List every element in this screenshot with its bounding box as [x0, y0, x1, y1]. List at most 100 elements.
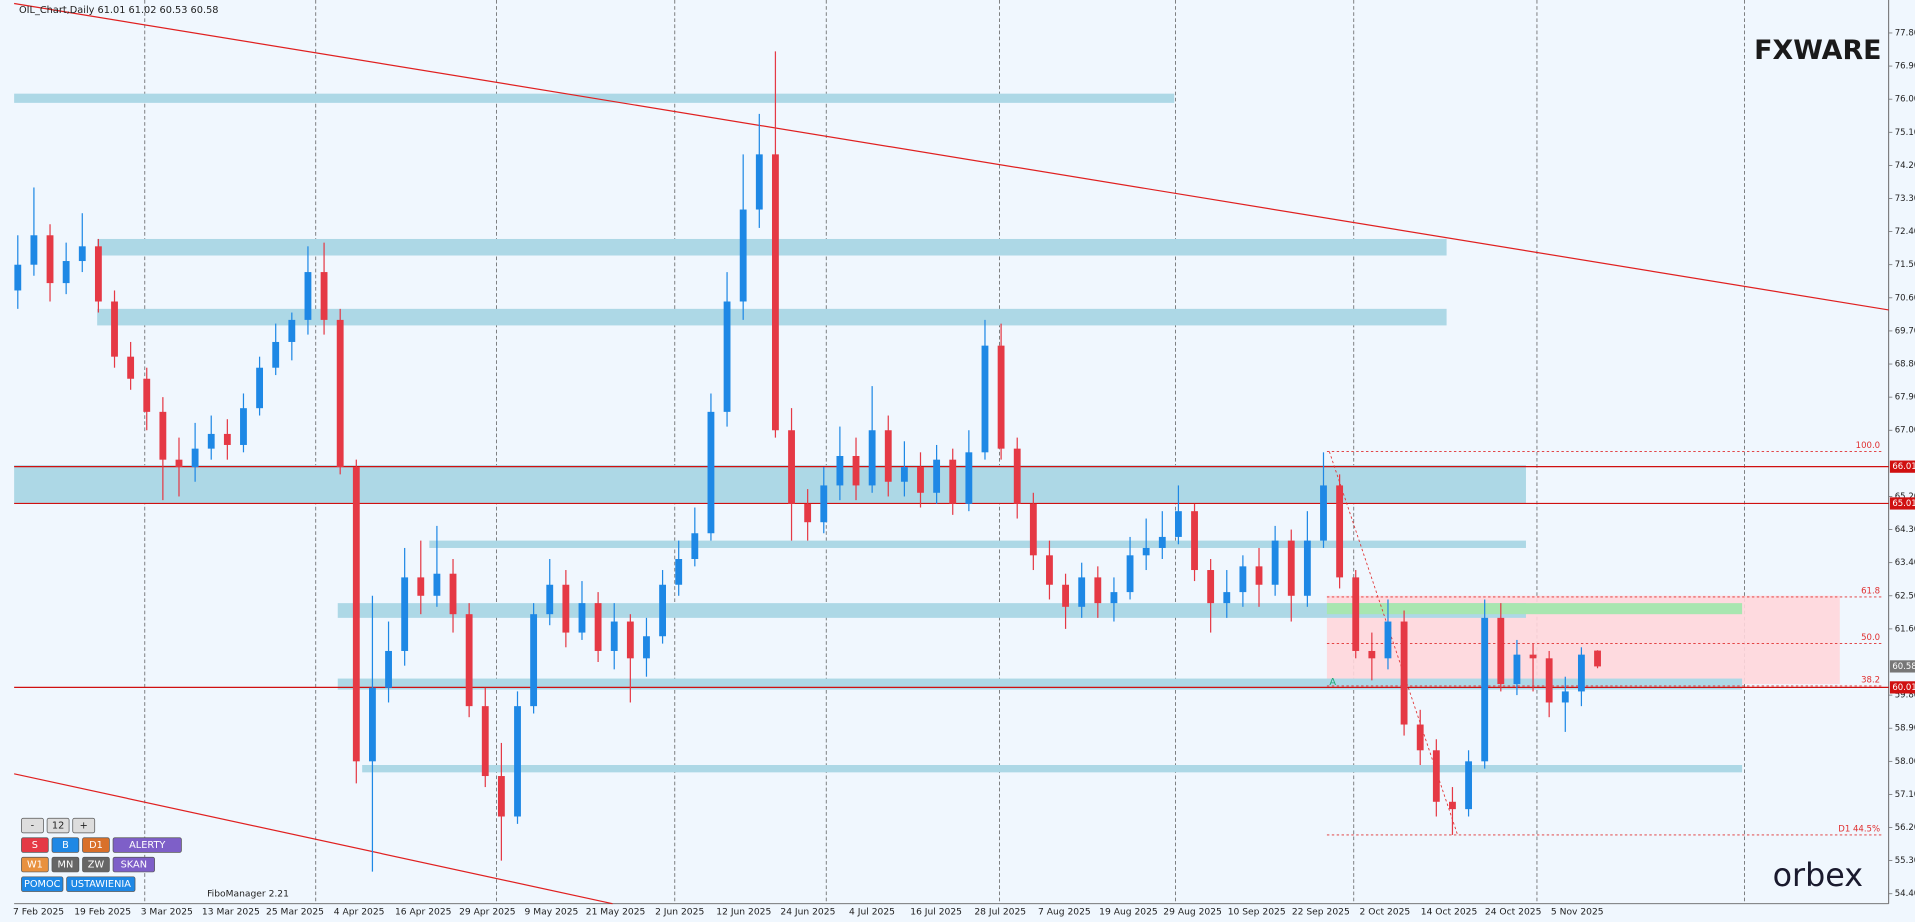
- x-tick-label: 29 Apr 2025: [459, 908, 516, 918]
- candle-body: [884, 430, 892, 482]
- y-tick-label: 67.90: [1895, 393, 1915, 403]
- x-tick-label: 10 Sep 2025: [1228, 908, 1286, 918]
- price-marker-label: 60.01: [1892, 683, 1915, 693]
- button-bg[interactable]: [21, 876, 64, 892]
- button-label[interactable]: SKAN: [121, 860, 147, 871]
- button[interactable]: -: [21, 817, 44, 834]
- candle-body: [143, 378, 151, 412]
- candle-body: [1320, 485, 1327, 541]
- y-tick-label: 61.60: [1895, 624, 1915, 634]
- candle-body: [949, 459, 957, 504]
- candle-body: [240, 408, 247, 445]
- candle-body: [1400, 621, 1408, 725]
- x-tick-label: 3 Mar 2025: [141, 908, 193, 918]
- candle-body: [626, 621, 634, 659]
- button[interactable]: SKAN: [112, 856, 155, 873]
- candle-body: [1416, 724, 1424, 751]
- candle-body: [594, 603, 602, 651]
- price-marker-label: 65.01: [1892, 499, 1915, 509]
- button-bg[interactable]: [21, 837, 49, 853]
- candle-body: [1223, 592, 1231, 604]
- button[interactable]: ALERTY: [112, 837, 182, 853]
- candle-body: [1577, 654, 1585, 692]
- candle-body: [1013, 448, 1021, 504]
- button[interactable]: B: [51, 837, 80, 853]
- button-label[interactable]: ALERTY: [129, 840, 165, 851]
- button[interactable]: USTAWIENIA: [66, 876, 136, 892]
- candle-body: [175, 459, 183, 468]
- button[interactable]: MN: [51, 856, 80, 873]
- button-bg[interactable]: [66, 876, 136, 892]
- candle-body: [46, 235, 54, 284]
- button-bg[interactable]: [112, 837, 182, 853]
- x-tick-label: 2 Oct 2025: [1360, 908, 1411, 918]
- sr-zone: [97, 308, 1447, 326]
- button-bg[interactable]: [51, 856, 80, 873]
- trendline: [13, 773, 613, 905]
- button-label[interactable]: ZW: [88, 860, 105, 871]
- x-tick-label: 12 Jun 2025: [716, 908, 771, 918]
- candle-body: [852, 455, 860, 486]
- candle-body: [1545, 658, 1553, 703]
- button[interactable]: 12: [46, 817, 70, 834]
- candle-body: [111, 301, 118, 357]
- candle-body: [1481, 617, 1489, 762]
- button-bg[interactable]: [46, 817, 70, 834]
- x-tick-label: 14 Oct 2025: [1421, 908, 1478, 918]
- candle-body: [643, 636, 650, 659]
- candle-body: [546, 584, 554, 615]
- button-label[interactable]: USTAWIENIA: [71, 879, 132, 890]
- candle-body: [804, 503, 812, 523]
- button[interactable]: POMOC: [21, 876, 64, 892]
- candle-body: [127, 356, 135, 379]
- candle-body: [691, 533, 699, 559]
- candle-body: [1594, 650, 1601, 667]
- candle-body: [739, 209, 747, 302]
- price-marker: [1889, 497, 1915, 510]
- button-label[interactable]: MN: [58, 860, 74, 871]
- button-bg[interactable]: [21, 817, 44, 834]
- candle-body: [1239, 566, 1247, 593]
- x-tick-label: 22 Sep 2025: [1292, 908, 1350, 918]
- button-label[interactable]: POMOC: [24, 879, 61, 890]
- x-tick-label: 21 May 2025: [586, 908, 646, 918]
- candle-body: [1271, 540, 1279, 585]
- button[interactable]: W1: [21, 856, 49, 873]
- button-bg[interactable]: [112, 856, 155, 873]
- button[interactable]: S: [21, 837, 49, 853]
- y-tick-label: 64.30: [1895, 525, 1915, 535]
- candle-body: [1062, 584, 1069, 607]
- button-label[interactable]: S: [32, 840, 38, 851]
- candle-body: [352, 467, 360, 762]
- button[interactable]: D1: [82, 837, 110, 853]
- y-tick-label: 76.00: [1895, 95, 1915, 105]
- candle-body: [917, 467, 924, 493]
- candle-body: [900, 467, 908, 482]
- y-tick-label: 73.30: [1895, 194, 1915, 204]
- candle-body: [30, 235, 38, 265]
- candle-body: [1449, 801, 1456, 810]
- button-bg[interactable]: [82, 837, 110, 853]
- button-bg[interactable]: [21, 856, 49, 873]
- button-label[interactable]: D1: [89, 840, 103, 851]
- button-label[interactable]: 12: [52, 821, 64, 832]
- sr-zone: [429, 540, 1526, 548]
- button-bg[interactable]: [82, 856, 110, 873]
- button[interactable]: +: [72, 817, 96, 834]
- button-label[interactable]: W1: [27, 860, 43, 871]
- candle-body: [530, 614, 538, 707]
- button-label[interactable]: -: [31, 821, 35, 832]
- button-bg[interactable]: [72, 817, 96, 834]
- button-bg[interactable]: [51, 837, 80, 853]
- candle-body: [497, 776, 505, 817]
- button-label[interactable]: B: [62, 840, 69, 851]
- price-marker-label: 66.01: [1892, 462, 1915, 472]
- button[interactable]: ZW: [82, 856, 110, 873]
- candle-body: [1287, 540, 1295, 596]
- button-label[interactable]: +: [80, 821, 88, 832]
- candle-body: [433, 573, 441, 596]
- x-tick-label: 4 Jul 2025: [849, 908, 895, 918]
- y-tick-label: 62.50: [1895, 591, 1915, 601]
- x-tick-label: 19 Aug 2025: [1099, 908, 1158, 918]
- candle-body: [1432, 750, 1440, 802]
